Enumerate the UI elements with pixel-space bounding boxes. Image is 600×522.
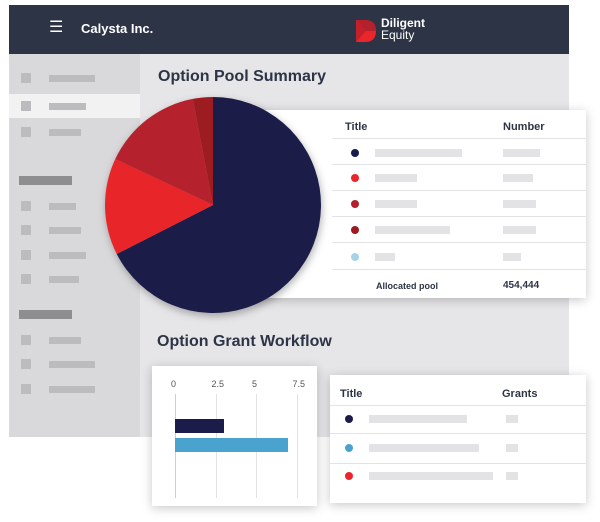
row-number-placeholder <box>503 226 536 234</box>
column-header-number: Number <box>503 121 545 133</box>
legend-dot <box>351 174 359 182</box>
sidebar-item[interactable] <box>9 243 140 267</box>
sidebar-item[interactable] <box>9 120 140 144</box>
sidebar-item-icon <box>21 359 31 369</box>
row-divider <box>332 216 586 217</box>
row-divider <box>330 433 586 434</box>
sidebar-item[interactable] <box>9 377 140 401</box>
sidebar-item-icon <box>21 384 31 394</box>
sidebar-item-icon <box>21 101 31 111</box>
diligent-logo-icon <box>356 20 376 42</box>
row-grants-placeholder <box>506 472 518 480</box>
option-pool-pie-chart <box>105 97 321 313</box>
sidebar-item[interactable] <box>9 328 140 352</box>
column-header-title: Title <box>345 121 368 133</box>
sidebar-item-active[interactable] <box>9 94 140 118</box>
column-header-grants: Grants <box>502 388 538 400</box>
row-number-placeholder <box>503 253 521 261</box>
legend-dot <box>351 200 359 208</box>
sidebar-section-heading <box>19 176 72 185</box>
logo-line1: Diligent <box>381 16 425 30</box>
sidebar-item[interactable] <box>9 352 140 376</box>
sidebar-section-heading <box>19 310 72 319</box>
logo-line2: Equity <box>381 28 415 42</box>
bar <box>175 419 224 433</box>
row-divider <box>332 190 586 191</box>
row-number-placeholder <box>503 149 540 157</box>
legend-dot <box>345 444 353 452</box>
sidebar <box>9 54 140 437</box>
row-title-placeholder <box>375 226 450 234</box>
sidebar-item-icon <box>21 250 31 260</box>
sidebar-item-label <box>49 203 76 210</box>
sidebar-item-label <box>49 252 86 259</box>
row-number-placeholder <box>503 200 536 208</box>
gridline <box>296 394 298 498</box>
pie-slice <box>192 97 213 205</box>
sidebar-item-label <box>49 129 81 136</box>
sidebar-item-label <box>49 337 81 344</box>
legend-dot <box>351 226 359 234</box>
sidebar-item-label <box>49 103 86 110</box>
x-tick-label: 2.5 <box>211 379 225 389</box>
row-title-placeholder <box>369 415 467 423</box>
sidebar-item-label <box>49 276 79 283</box>
bar <box>175 438 289 452</box>
sidebar-item-label <box>49 227 81 234</box>
option-grant-table: Title Grants <box>330 375 586 503</box>
row-title-placeholder <box>375 149 462 157</box>
legend-dot <box>351 253 359 261</box>
x-tick-label: 7.5 <box>292 379 306 389</box>
company-name[interactable]: Calysta Inc. <box>81 21 154 36</box>
top-bar: ☰ Calysta Inc. Diligent Equity <box>9 5 569 54</box>
column-header-title: Title <box>340 388 363 400</box>
x-tick-label: 5 <box>252 379 258 389</box>
row-divider <box>332 269 586 270</box>
sidebar-item[interactable] <box>9 66 140 90</box>
pie-slice <box>116 97 321 313</box>
row-divider <box>332 164 586 165</box>
row-title-placeholder <box>375 253 395 261</box>
sidebar-item[interactable] <box>9 194 140 218</box>
row-number-placeholder <box>503 174 533 182</box>
row-grants-placeholder <box>506 415 518 423</box>
row-title-placeholder <box>375 200 417 208</box>
sidebar-item-icon <box>21 225 31 235</box>
row-title-placeholder <box>375 174 417 182</box>
legend-dot <box>345 472 353 480</box>
sidebar-item-icon <box>21 335 31 345</box>
sidebar-item[interactable] <box>9 218 140 242</box>
sidebar-item-label <box>49 361 95 368</box>
row-title-placeholder <box>369 472 493 480</box>
legend-dot <box>351 149 359 157</box>
sidebar-item-label <box>49 386 95 393</box>
option-pool-title: Option Pool Summary <box>158 68 327 85</box>
allocated-pool-value: 454,444 <box>503 280 540 291</box>
row-divider <box>332 242 586 243</box>
option-grant-title: Option Grant Workflow <box>157 333 332 350</box>
x-tick-label: 0 <box>171 379 177 389</box>
pie-slice <box>105 159 213 255</box>
hamburger-menu-icon[interactable]: ☰ <box>49 19 64 36</box>
row-divider <box>330 463 586 464</box>
allocated-pool-label: Allocated pool <box>376 281 439 291</box>
pie-slice <box>115 98 213 205</box>
option-grant-bar-chart: 0 2.5 5 7.5 <box>152 366 317 506</box>
header-divider <box>332 138 586 139</box>
row-title-placeholder <box>369 444 479 452</box>
sidebar-item-icon <box>21 127 31 137</box>
sidebar-item-icon <box>21 73 31 83</box>
sidebar-item-icon <box>21 201 31 211</box>
header-divider <box>330 405 586 406</box>
sidebar-item-icon <box>21 274 31 284</box>
sidebar-item[interactable] <box>9 267 140 291</box>
sidebar-item-label <box>49 75 95 82</box>
row-grants-placeholder <box>506 444 518 452</box>
logo-text: Diligent Equity <box>381 17 425 41</box>
legend-dot <box>345 415 353 423</box>
